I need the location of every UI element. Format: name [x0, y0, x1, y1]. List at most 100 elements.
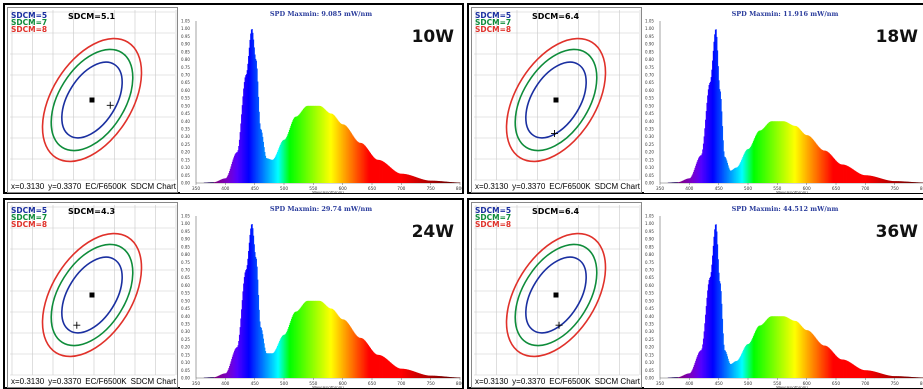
spectrum-bar [431, 180, 433, 183]
spectrum-bar [819, 148, 821, 183]
spectrum-bar [837, 162, 839, 183]
spectrum-bar [737, 360, 739, 378]
spectrum-bar [281, 141, 283, 183]
y-tick-label: 0.00 [181, 181, 190, 186]
spectrum-bar [890, 375, 893, 378]
spectrum-bar [264, 347, 266, 378]
spectrum-bar [707, 284, 709, 378]
spectrum-bar [337, 120, 339, 183]
spectrum-bar [831, 155, 833, 183]
spectrum-bar [240, 318, 242, 378]
spectrum-bar [286, 135, 288, 183]
spectrum-bar [845, 360, 847, 378]
spectrum-bar [712, 60, 714, 183]
spectrum-bar [439, 376, 441, 378]
spectrum-bar [452, 182, 454, 183]
spectrum-bar [714, 229, 716, 378]
spectrum-bar [393, 365, 395, 378]
spectrum-bar [762, 128, 764, 183]
x-axis-label: Wavelength(nm) [776, 190, 808, 194]
spectrum-bar [833, 158, 835, 183]
spectrum-bar [814, 142, 816, 183]
spectrum-bar [208, 377, 210, 378]
spectrum-bar [207, 182, 210, 183]
spectrum-bar [339, 317, 341, 378]
spectrum-bar [334, 116, 336, 183]
spectrum-bar [794, 125, 796, 183]
spectrum-bar [800, 325, 802, 378]
spectrum-bar [728, 361, 730, 378]
spectrum-bar [359, 337, 361, 378]
spectrum-bar [284, 334, 286, 378]
spectrum-bar [429, 180, 431, 183]
spectrum-bar [279, 339, 281, 378]
spectrum-bar [888, 375, 890, 378]
x-tick-label: 500 [280, 186, 288, 192]
x-tick-label: 550 [773, 381, 781, 387]
spectrum-bar [768, 122, 770, 183]
spectrum-bar [244, 272, 246, 378]
spectrum-bar [748, 343, 750, 378]
spectrum-bar [364, 340, 366, 378]
spectrum-bar [890, 375, 892, 378]
spectrum-bar [700, 350, 702, 378]
spectrum-bar [723, 344, 725, 378]
x-tick-label: 600 [339, 381, 347, 387]
spectrum-bar [221, 374, 223, 378]
spectrum-bar [851, 363, 853, 378]
spectrum-bar [717, 244, 719, 378]
spectrum-bar [721, 318, 724, 378]
spectrum-bar [448, 181, 450, 183]
spectrum-bar [304, 302, 306, 378]
spectrum-bar [383, 161, 385, 183]
spectrum-bar [813, 140, 815, 183]
spectrum-bar [752, 336, 755, 378]
spectrum-bar [331, 113, 333, 183]
spectrum-bar [415, 177, 417, 183]
spectrum-bar [455, 377, 457, 378]
spectrum-bar [828, 348, 831, 378]
spectrum-bar [799, 129, 801, 183]
sdcm-footer-x: x=0.3130 [475, 182, 509, 191]
spectrum-bar [784, 316, 786, 378]
spectrum-bar [256, 266, 258, 378]
spectrum-bar [436, 375, 438, 378]
spectrum-bar [888, 180, 890, 183]
spectrum-bar [353, 137, 355, 183]
spectrum-bar [331, 308, 333, 378]
spectrum-bar [410, 175, 412, 183]
spectrum-bar [209, 182, 211, 183]
y-tick-label: 1.05 [645, 19, 654, 24]
y-tick-label: 0.10 [181, 165, 190, 170]
spectrum-bar [328, 112, 330, 183]
spectrum-bar [843, 359, 845, 378]
spectrum-bar [421, 374, 424, 378]
spectrum-bar [850, 362, 852, 378]
x-tick-label: 500 [744, 186, 752, 192]
spectrum-bar [816, 144, 818, 183]
spectrum-bar [280, 338, 282, 378]
spectrum-bar [431, 375, 433, 378]
spectrum-bar [453, 377, 455, 378]
spectrum-bar [335, 312, 337, 378]
spectrum-bar [236, 152, 238, 183]
spectrum-bar [422, 374, 424, 378]
spectrum-bar [800, 325, 802, 378]
x-tick-label: 600 [339, 186, 347, 192]
x-tick-label: 750 [427, 381, 435, 387]
spectrum-bar [733, 362, 735, 378]
spectrum-bar [694, 167, 696, 183]
spectrum-bar [779, 316, 781, 378]
spectrum-bar [385, 163, 387, 183]
spectrum-bar [392, 169, 394, 183]
spectrum-bar [307, 300, 310, 378]
spectrum-bar [902, 181, 904, 183]
spectrum-bar [683, 179, 686, 183]
y-tick-label: 0.85 [645, 49, 654, 54]
spectrum-bar [901, 181, 903, 183]
spectrum-bar [341, 319, 343, 378]
spectrum-bar [352, 136, 355, 183]
spectrum-bar [367, 149, 369, 183]
spectrum-bar [329, 113, 331, 183]
spectrum-bar [422, 179, 424, 183]
